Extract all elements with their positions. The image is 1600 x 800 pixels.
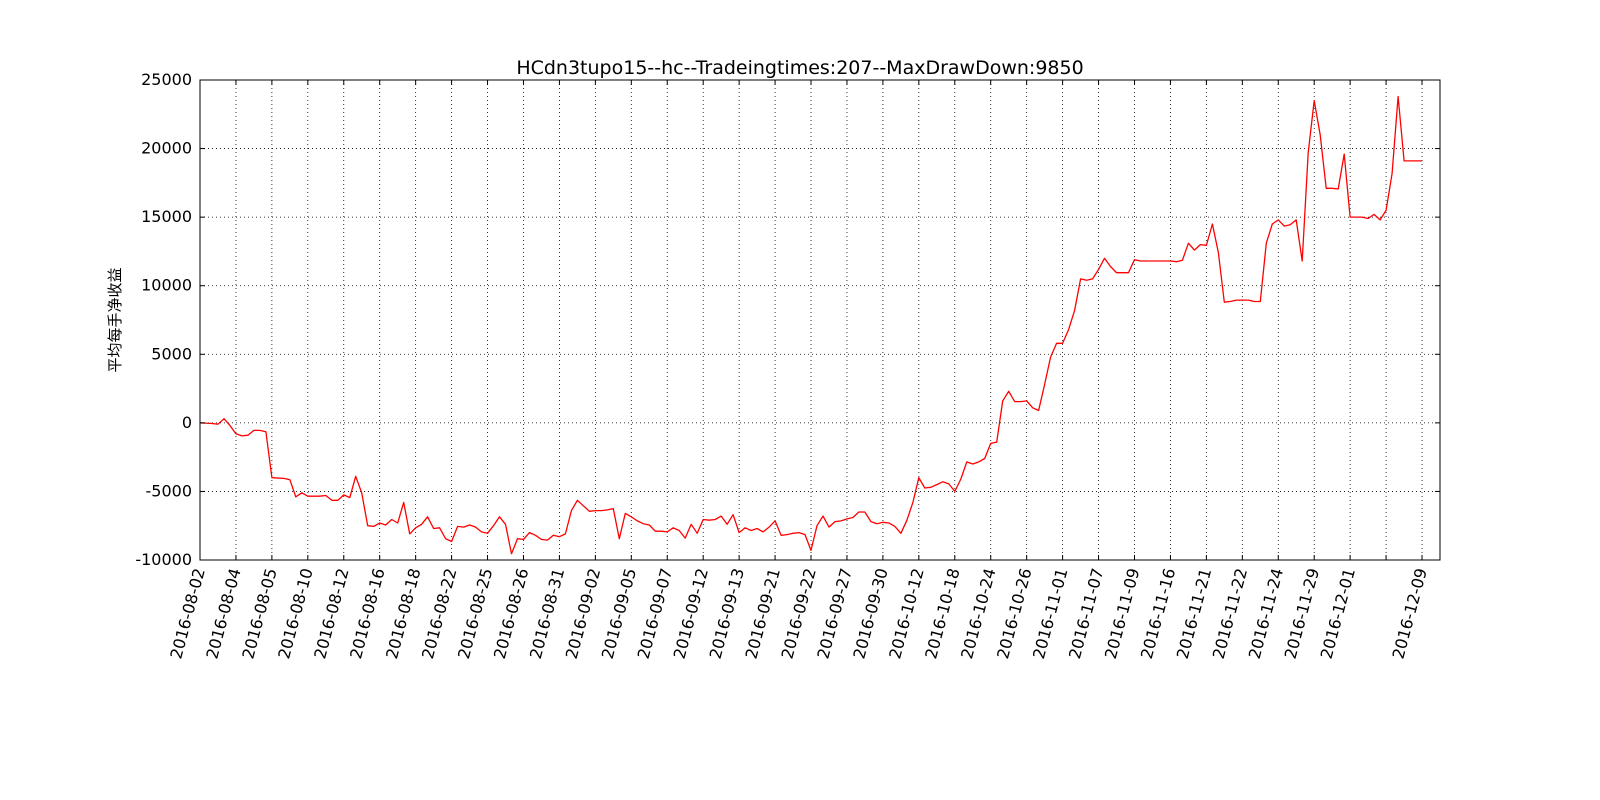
y-tick-label: 0 <box>182 413 192 432</box>
y-axis: -10000 -5000 0 5000 10000 15000 20000 25000 <box>135 70 1440 569</box>
chart-title: HCdn3tupo15--hc--Tradeingtimes:207--MaxD… <box>516 57 1083 79</box>
series-line <box>199 95 1422 555</box>
series-layer <box>199 95 1422 555</box>
y-axis-label: 平均每手净收益 <box>106 267 124 372</box>
y-tick-label: -5000 <box>146 481 193 500</box>
plot-frame <box>199 79 1441 561</box>
y-tick-label: 15000 <box>141 207 192 226</box>
y-tick-label: 5000 <box>151 344 192 363</box>
y-tick-label: -10000 <box>135 550 192 569</box>
y-tick-label: 25000 <box>141 70 192 89</box>
y-tick-label: 20000 <box>141 139 192 158</box>
y-tick-label: 10000 <box>141 276 192 295</box>
